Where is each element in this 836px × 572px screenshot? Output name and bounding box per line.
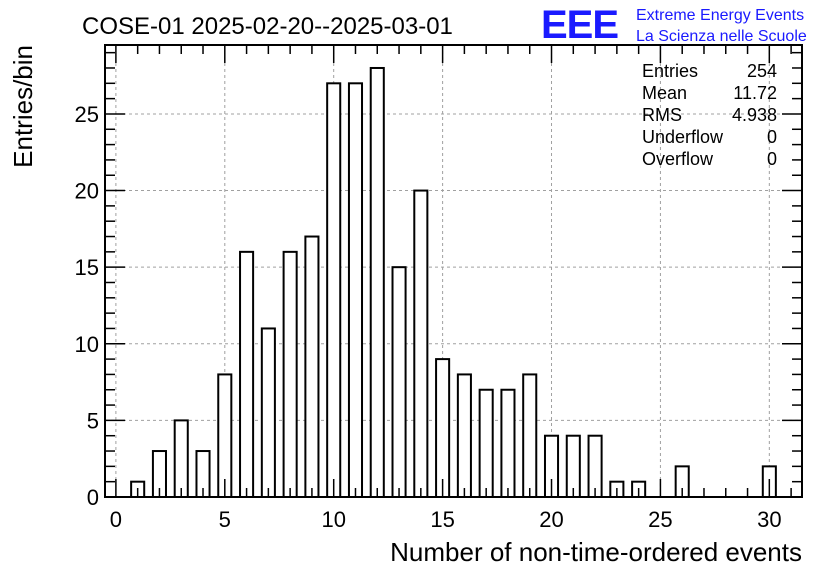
- histogram-bar: [391, 266, 407, 498]
- eee-logo-text: EEE: [541, 3, 618, 47]
- histogram-bar: [217, 373, 233, 499]
- histogram-bar: [413, 189, 429, 498]
- histogram-bar: [347, 82, 364, 498]
- stats-rms-value: 4.938: [732, 105, 777, 125]
- histogram-bar: [260, 327, 276, 499]
- histogram-bar: [500, 388, 516, 498]
- y-tick-label: 0: [87, 485, 99, 510]
- histogram-bar: [522, 373, 538, 499]
- chart-title: COSE-01 2025-02-20--2025-03-01: [82, 13, 453, 40]
- y-tick-label: 5: [87, 408, 99, 433]
- brand-line-1: Extreme Energy Events: [636, 7, 804, 24]
- stats-overflow-label: Overflow: [642, 149, 714, 169]
- stats-underflow-label: Underflow: [642, 127, 724, 147]
- y-tick-label: 10: [75, 332, 99, 357]
- brand-line-2: La Scienza nelle Scuole: [636, 28, 807, 45]
- histogram-bar: [173, 419, 189, 498]
- plot-frame: [104, 44, 803, 498]
- stats-underflow-value: 0: [767, 127, 777, 147]
- x-axis-title: Number of non-time-ordered events: [390, 537, 802, 567]
- stats-mean-label: Mean: [642, 83, 687, 103]
- stats-mean-value: 11.72: [733, 83, 777, 103]
- histogram-bar: [282, 250, 298, 498]
- x-tick-labels: 0 5 10 15 20 25 30: [110, 507, 782, 532]
- stats-entries-value: 254: [747, 61, 777, 81]
- stats-overflow-value: 0: [767, 149, 777, 169]
- y-tick-labels: 0 5 10 15 20 25: [75, 102, 99, 510]
- y-tick-label: 25: [75, 102, 99, 127]
- histogram-bars: [130, 66, 777, 499]
- x-tick-label: 20: [539, 507, 563, 532]
- y-tick-label: 20: [75, 179, 99, 204]
- stats-rms-label: RMS: [642, 105, 682, 125]
- eee-logo: EEE Extreme Energy Events La Scienza nel…: [541, 3, 807, 47]
- histogram-bar: [587, 434, 603, 498]
- histogram-bar: [369, 66, 385, 498]
- stats-box: Entries 254 Mean 11.72 RMS 4.938 Underfl…: [642, 61, 777, 169]
- x-tick-label: 0: [110, 507, 122, 532]
- y-tick-label: 15: [75, 255, 99, 280]
- grid-lines: [105, 45, 802, 497]
- x-tick-label: 25: [648, 507, 672, 532]
- x-tick-label: 5: [219, 507, 231, 532]
- histogram-bar: [435, 358, 451, 498]
- histogram-bar: [326, 82, 342, 498]
- y-axis-title: Entries/bin: [8, 45, 38, 168]
- stats-entries-label: Entries: [642, 61, 698, 81]
- x-tick-label: 30: [757, 507, 781, 532]
- axis-ticks: [105, 45, 802, 498]
- histogram-bar: [239, 250, 255, 498]
- histogram-bar: [304, 235, 320, 498]
- x-tick-label: 15: [430, 507, 454, 532]
- histogram-bar: [478, 388, 494, 498]
- x-tick-label: 10: [321, 507, 345, 532]
- histogram-bar: [456, 373, 472, 499]
- histogram-bar: [565, 434, 581, 498]
